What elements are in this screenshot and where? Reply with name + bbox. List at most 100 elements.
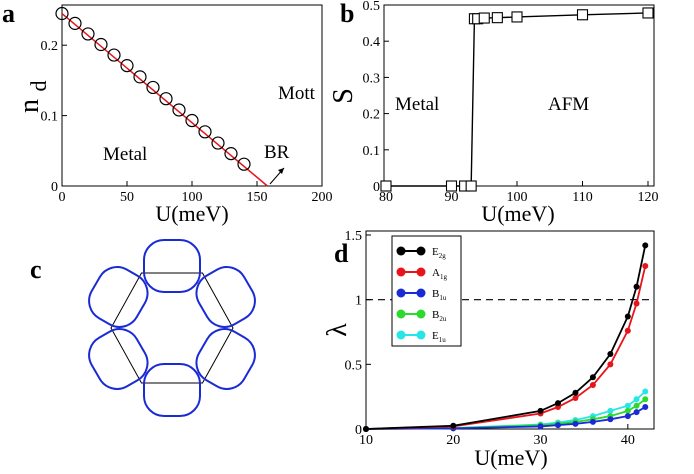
panel-a-xtick-label: 100 <box>182 190 203 205</box>
legend-marker <box>416 246 426 256</box>
panel-d-point <box>607 361 614 368</box>
panel-b-afm-label: AFM <box>548 94 589 115</box>
panel-b-point <box>491 12 503 24</box>
panel-d-point <box>624 327 631 334</box>
panel-d-point <box>555 400 561 407</box>
panel-a-br-label: BR <box>264 142 290 163</box>
panel-d-point <box>589 418 596 425</box>
panel-d-point <box>572 389 579 396</box>
panel-b-ytick-label: 0.3 <box>363 71 381 86</box>
legend-label-sub: 2g <box>439 252 447 260</box>
panel-d-point <box>642 396 649 403</box>
panel-d-series-line <box>365 390 646 430</box>
panel-d-point <box>572 420 579 427</box>
legend-marker <box>416 288 426 298</box>
panel-b-xtick-label: 110 <box>572 190 592 205</box>
panel-d-ylabel: λ <box>322 323 353 337</box>
panel-d-series-line <box>365 245 647 430</box>
panel-a-xlabel: U(meV) <box>155 201 228 226</box>
panel-label-a: a <box>2 0 15 28</box>
panel-a-xtick-label: 150 <box>247 190 268 205</box>
panel-b-point <box>445 180 458 192</box>
panel-d-point <box>624 313 631 320</box>
panel-a-point <box>159 92 173 106</box>
panel-label-c: c <box>30 255 42 284</box>
panel-b-ytick-label: 0.2 <box>363 108 381 123</box>
panel-a-xtick-label: 200 <box>312 190 333 205</box>
panel-b-xtick-label: 100 <box>507 190 528 205</box>
panel-a-xtick-label: 50 <box>120 190 134 205</box>
panel-d-xtick-label: 10 <box>359 433 373 448</box>
panel-b-metal-label: Metal <box>395 94 439 115</box>
panel-d-point <box>624 402 631 409</box>
panel-d-point <box>633 396 640 403</box>
panel-d-ytick-label: 1.5 <box>345 229 363 244</box>
panel-a-point <box>211 136 225 150</box>
panel-a-ytick-label: 0.2 <box>41 39 59 54</box>
panel-b-point <box>642 7 654 19</box>
fermi-pocket <box>195 328 256 390</box>
legend-marker <box>396 309 406 319</box>
panel-a-point <box>81 27 95 41</box>
legend-marker <box>396 330 406 340</box>
panel-a-fit-line <box>61 12 268 187</box>
panel-d-point <box>572 394 579 401</box>
panel-d-point <box>450 422 457 429</box>
panel-d-point <box>607 416 614 423</box>
panel-a-xtick-label: 0 <box>59 190 66 205</box>
panel-a-point <box>94 37 108 52</box>
panel-a-point <box>172 103 186 117</box>
panel-d-frame <box>365 230 655 430</box>
panel-b-point <box>380 180 392 192</box>
panel-a-metal-label: Metal <box>103 144 147 165</box>
panel-a-point <box>120 59 134 73</box>
panel-d-point <box>642 404 649 411</box>
panel-label-d: d <box>334 239 349 268</box>
panel-b-ytick-label: 0.1 <box>363 144 381 159</box>
panel-a-ylabel-sub: d <box>26 81 51 92</box>
panel-a-point <box>68 16 82 30</box>
panel-d-point <box>363 426 369 432</box>
fermi-pocket <box>143 363 201 417</box>
panel-d-xlabel: U(meV) <box>474 445 547 470</box>
legend-marker <box>396 288 406 298</box>
panel-a-point <box>133 70 147 84</box>
panel-d-xtick-label: 20 <box>446 433 460 448</box>
panel-a-br-arrowhead <box>278 168 284 174</box>
fermi-pocket <box>143 239 201 293</box>
legend-label-sub: 1u <box>439 294 447 302</box>
panel-b-xtick-label: 90 <box>445 190 459 205</box>
panel-a-point <box>107 48 121 62</box>
panel-b-point <box>511 11 523 23</box>
panel-d-xtick-label: 30 <box>534 433 548 448</box>
legend-marker <box>416 330 426 340</box>
fermi-pocket <box>195 266 256 328</box>
panel-d-point <box>555 422 561 429</box>
legend-marker <box>416 309 426 319</box>
panel-d-point <box>607 350 614 357</box>
panel-b-ytick-label: 0.5 <box>363 0 381 14</box>
panel-b-point <box>465 180 477 192</box>
panel-d-point <box>624 413 631 420</box>
panel-a-mott-label: Mott <box>278 83 316 104</box>
panel-d-point <box>537 407 544 414</box>
panel-b-xlabel: U(meV) <box>481 201 554 226</box>
panel-d-point <box>633 300 640 307</box>
fermi-pocket <box>88 266 149 328</box>
panel-c <box>88 239 256 417</box>
panel-d-ytick-label: 1 <box>355 294 362 309</box>
legend-marker <box>396 246 406 256</box>
panel-b-ytick-label: 0 <box>373 180 380 195</box>
panel-d-ytick-label: 0 <box>355 423 362 438</box>
panel-a-point <box>185 113 199 128</box>
panel-a-point <box>224 147 238 161</box>
panel-b-point <box>478 12 490 24</box>
panel-a-point <box>198 125 212 139</box>
panel-d-point <box>642 388 649 395</box>
panel-d-point <box>624 407 631 414</box>
panel-a-point <box>55 6 69 21</box>
panel-a-point <box>237 157 251 171</box>
